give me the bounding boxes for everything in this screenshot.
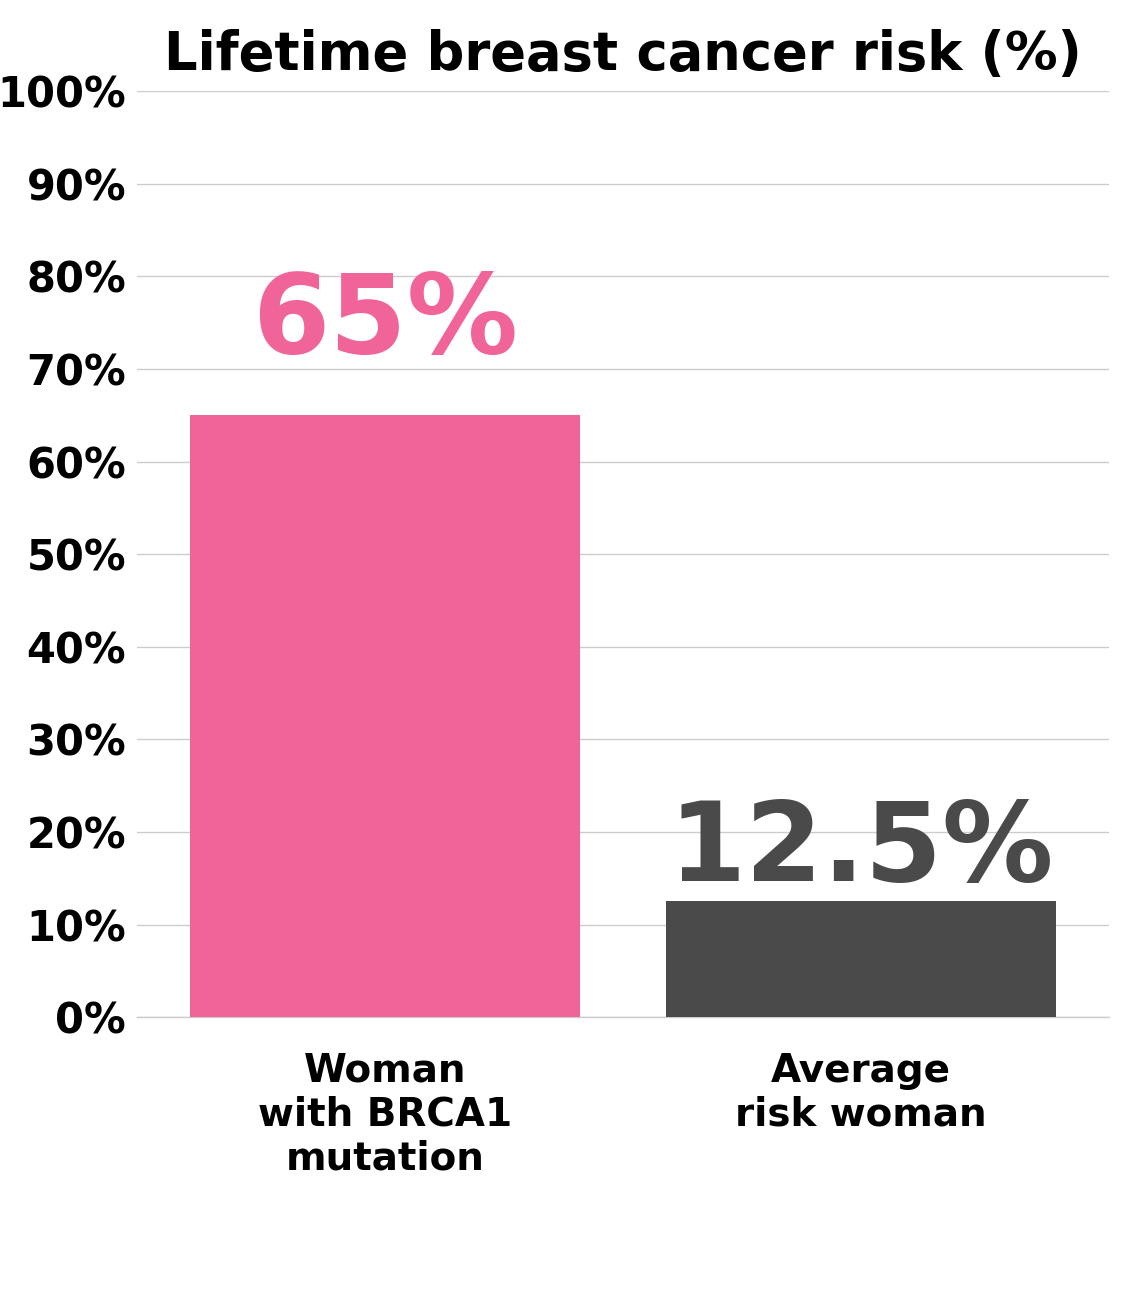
Bar [190,415,580,1017]
Text: 65%: 65% [251,269,518,377]
Bar [665,901,1056,1017]
Text: 12.5%: 12.5% [669,797,1054,904]
Title: Lifetime breast cancer risk (%): Lifetime breast cancer risk (%) [165,30,1081,81]
